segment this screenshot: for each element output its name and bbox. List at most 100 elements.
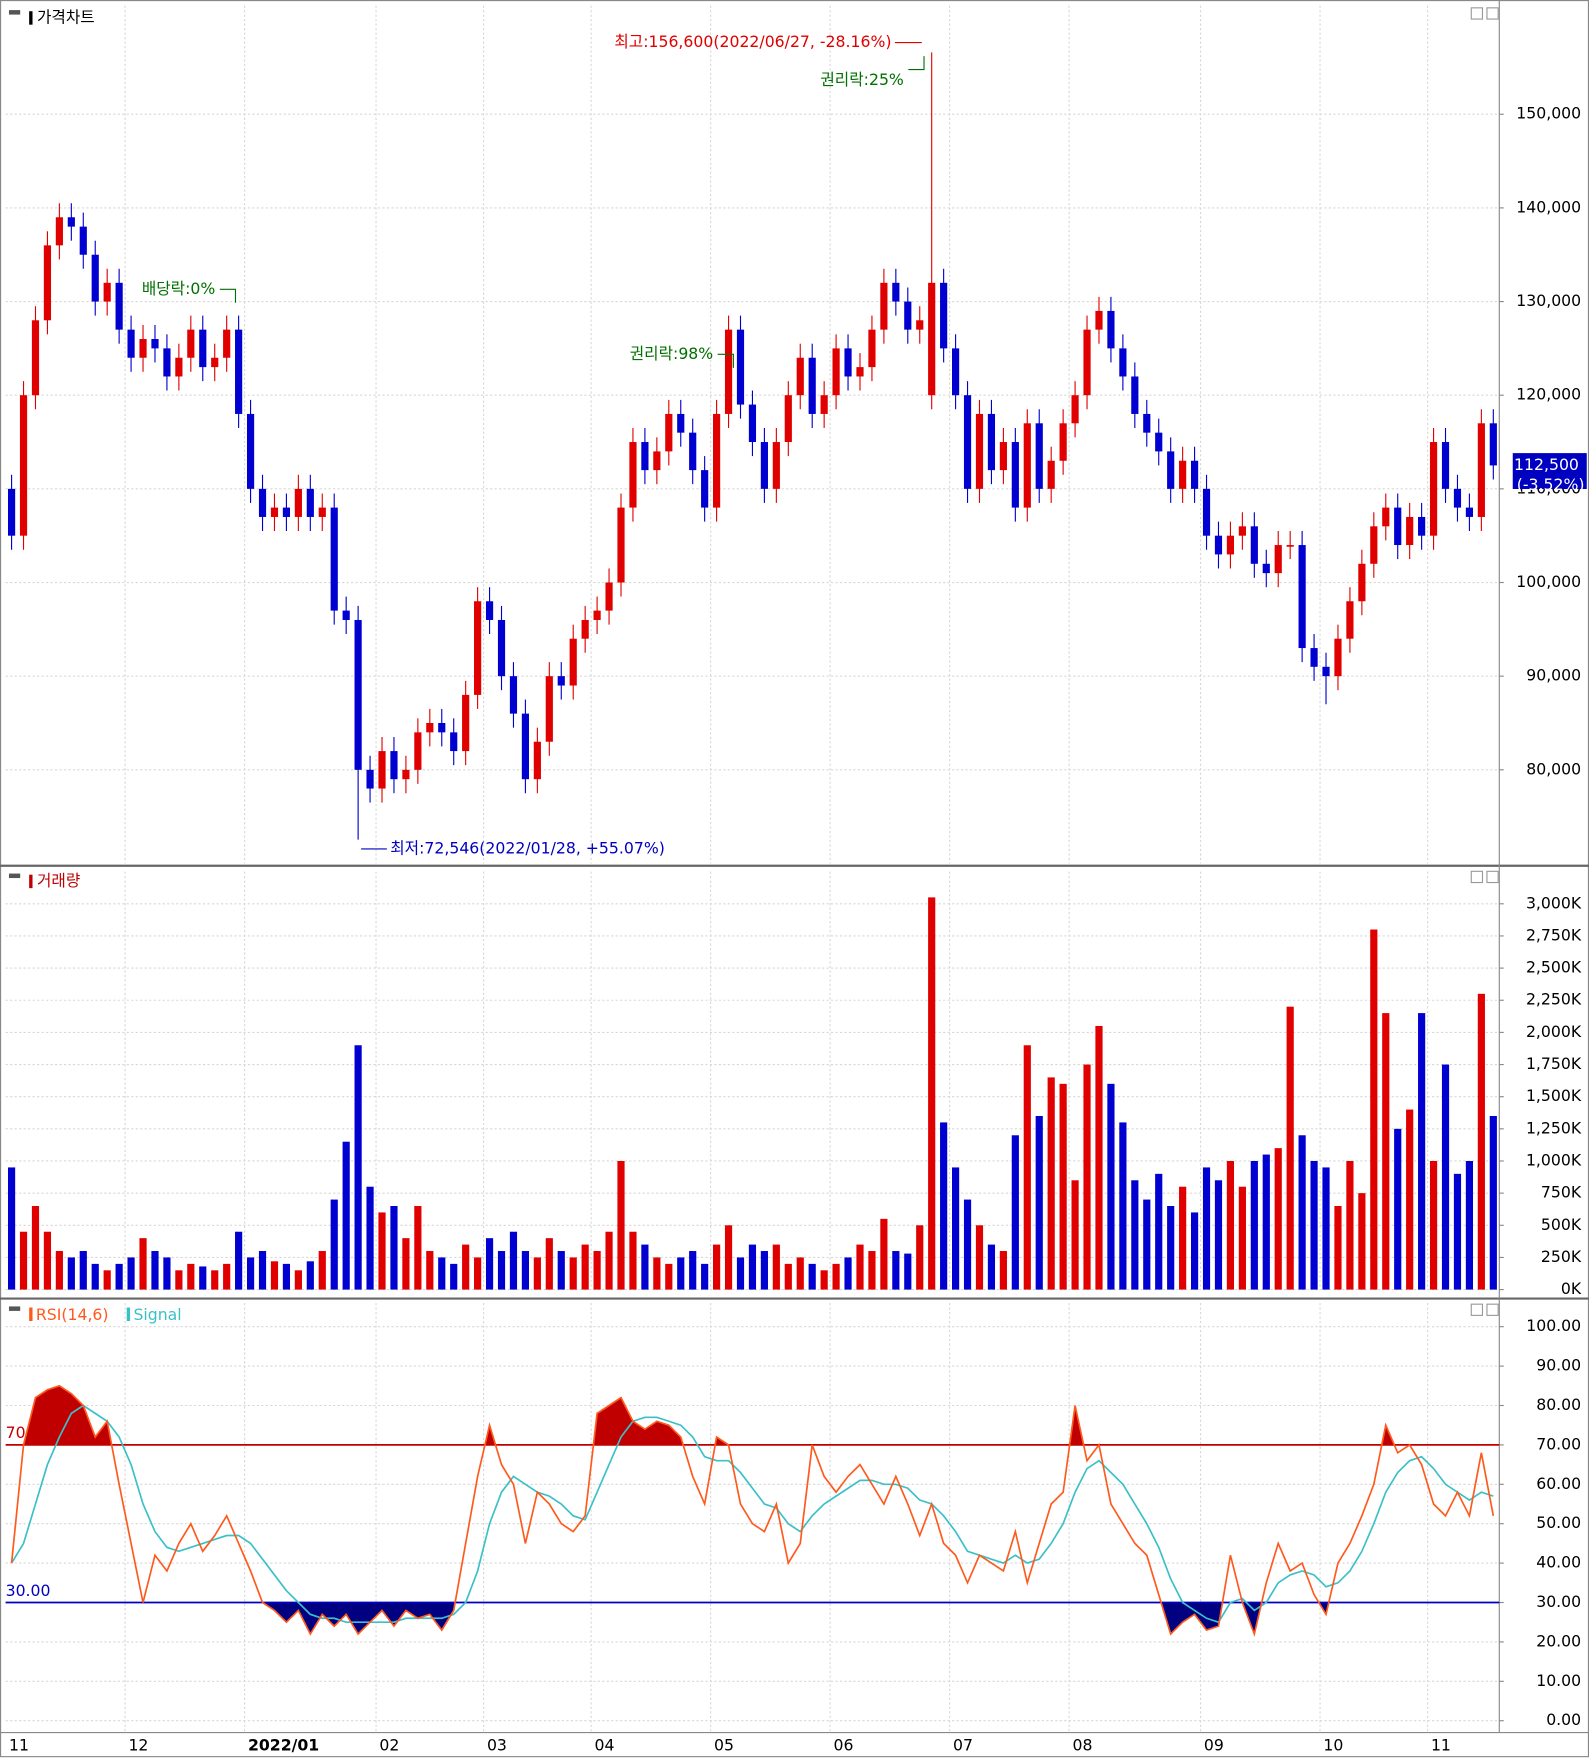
volume-bar [653,1257,661,1290]
x-tick-label: 2022/01 [248,1735,319,1754]
volume-bar [904,1253,912,1290]
volume-bar [736,1257,745,1290]
window-buttons[interactable] [1470,7,1499,1316]
volume-bar [199,1266,207,1290]
candle-body [987,413,996,471]
candle-body [199,329,207,368]
candle-body [557,676,565,686]
volume-bar [593,1251,601,1290]
x-tick-label: 11 [9,1735,29,1754]
volume-bar [103,1270,111,1290]
close-button[interactable] [1486,870,1499,884]
candle-body [1286,545,1294,547]
candle-body [1214,535,1223,555]
candle-body [1143,413,1151,433]
candle-body [1071,395,1079,424]
volume-bar [270,1261,279,1290]
panel-icon [8,10,21,15]
candle-body [820,395,828,414]
volume-bar [127,1257,135,1290]
volume-bar [366,1186,374,1290]
y-tick-label: 120,000 [1516,385,1581,404]
volume-bar [1095,1025,1103,1290]
volume-bar [784,1263,792,1290]
x-tick-label: 10 [1323,1735,1343,1754]
candle-body [330,507,338,611]
y-tick-label: 0K [1561,1279,1582,1298]
candle-body [940,282,948,349]
volume-bar [342,1141,350,1290]
candle-body [450,732,458,752]
x-tick-label: 03 [487,1735,507,1754]
volume-bar [605,1231,613,1290]
y-tick-label: 80,000 [1526,759,1581,778]
y-tick-label: 140,000 [1516,197,1581,216]
volume-bar [402,1238,410,1290]
candle-body [605,582,613,611]
y-tick-label: 250K [1541,1247,1582,1266]
candle-body [1477,423,1485,517]
candle-body [294,488,302,517]
volume-bar [1346,1160,1354,1290]
volume-bar [748,1244,757,1290]
candle-body [677,413,685,433]
volume-bar [987,1244,996,1290]
y-tick-label: 2,500K [1526,958,1582,977]
close-button[interactable] [1486,1303,1499,1316]
legend-label: Signal [133,1305,181,1324]
volume-bar [940,1122,948,1290]
y-tick-label: 1,500K [1526,1086,1582,1105]
volume-bar [378,1212,386,1290]
annotation-arrow [219,288,237,303]
candle-body [282,507,291,517]
minimize-button[interactable] [1470,870,1484,884]
oversold-fill [11,1602,1494,1635]
volume-bar [1011,1135,1019,1290]
panel-icon [8,1306,21,1311]
candle-body [151,339,159,349]
annotation-arrow [717,353,734,368]
y-tick-label: 500K [1541,1215,1582,1234]
candle-body [533,741,541,780]
annotation: 배당락:0% [142,279,216,298]
volume-bar [1370,929,1378,1290]
y-tick-label: 30.00 [1536,1592,1581,1611]
volume-bar [724,1225,733,1290]
candle-body [402,769,410,780]
minimize-button[interactable] [1470,7,1484,20]
candle-body [497,619,506,677]
x-tick-label: 05 [714,1735,734,1754]
candle-body [175,357,183,377]
y-tick-label: 150,000 [1516,104,1581,123]
volume-bar [223,1263,231,1290]
candle-body [916,320,924,330]
candle-body [139,339,147,358]
candle-body [342,610,350,620]
minimize-button[interactable] [1470,1303,1484,1316]
candle-body [545,676,553,742]
candle-body [1406,516,1414,546]
volume-bar [306,1261,314,1290]
candle-body [892,282,900,302]
legend-label: RSI(14,6) [36,1305,109,1324]
volume-bar [330,1199,338,1290]
candle-body [414,732,422,770]
volume-bar [139,1238,147,1290]
volume-bar [163,1257,171,1290]
volume-bar [1167,1206,1175,1290]
candle-body [904,301,912,330]
candle-body [1441,442,1450,489]
candle-body [1226,535,1235,555]
volume-bar [294,1270,302,1290]
volume-bar [533,1257,541,1290]
close-button[interactable] [1486,7,1499,20]
candle-body [235,329,243,414]
annotation-arrow [908,56,925,71]
y-tick-label: 750K [1541,1183,1582,1202]
candle-body [796,357,804,396]
y-tick-label: 60.00 [1536,1474,1581,1493]
volume-bar [689,1251,697,1290]
x-tick-label: 06 [833,1735,853,1754]
